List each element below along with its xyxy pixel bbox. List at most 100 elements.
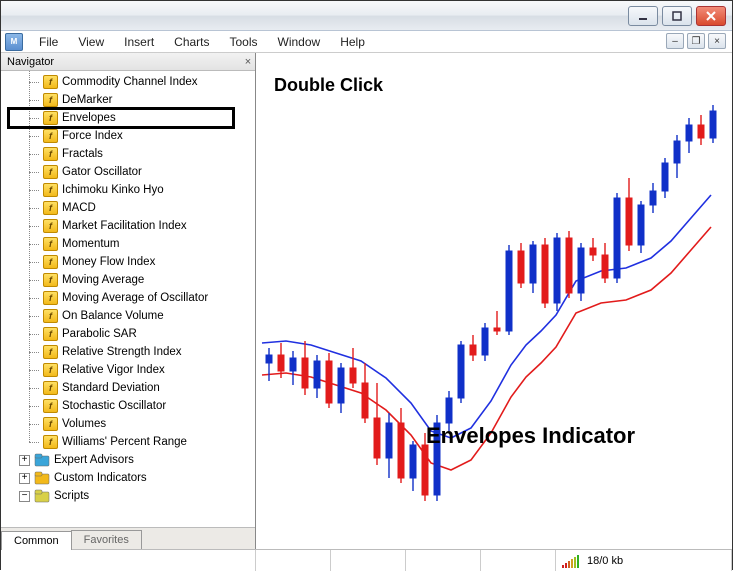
tree-parent-item[interactable]: +Expert Advisors: [1, 451, 255, 469]
tree-parent-item[interactable]: − Scripts: [1, 487, 255, 505]
tree-item[interactable]: f Volumes: [1, 415, 255, 433]
tree-item[interactable]: fCommodity Channel Index: [1, 73, 255, 91]
conn-bar: [577, 555, 579, 568]
tree-item[interactable]: f Force Index: [1, 127, 255, 145]
collapse-icon[interactable]: −: [19, 491, 30, 502]
navigator-close-button[interactable]: ×: [241, 56, 255, 68]
indicator-icon: f: [43, 417, 58, 431]
expand-icon[interactable]: +: [19, 473, 30, 484]
app-icon: M: [5, 33, 23, 51]
candle-body: [506, 251, 512, 331]
window-titlebar: [1, 1, 732, 31]
tree-item-label: Momentum: [62, 238, 120, 250]
mdi-restore-button[interactable]: ❐: [687, 33, 705, 49]
tree-item[interactable]: fMoving Average: [1, 271, 255, 289]
indicator-icon: f: [43, 399, 58, 413]
candle-body: [410, 445, 416, 478]
window-maximize-button[interactable]: [662, 6, 692, 26]
tree-item-label: Envelopes: [62, 112, 116, 124]
tree-item[interactable]: fMACD: [1, 199, 255, 217]
status-kb: 18/0 kb: [587, 555, 623, 567]
tree-item[interactable]: f Relative Strength Index: [1, 343, 255, 361]
tree-item[interactable]: fFractals: [1, 145, 255, 163]
candle-body: [350, 368, 356, 383]
menu-insert[interactable]: Insert: [114, 33, 164, 51]
chart-area[interactable]: Double Click Envelopes Indicator: [256, 53, 732, 549]
candle-body: [518, 251, 524, 283]
status-bar: 18/0 kb: [1, 549, 732, 571]
menu-charts[interactable]: Charts: [164, 33, 219, 51]
indicator-icon: f: [43, 309, 58, 323]
menu-file[interactable]: File: [29, 33, 68, 51]
mdi-restore-icon: ❐: [692, 36, 701, 47]
status-connection: 18/0 kb: [556, 550, 732, 571]
tree-item[interactable]: fMoving Average of Oscillator: [1, 289, 255, 307]
candle-body: [290, 358, 296, 371]
navigator-panel: Navigator × fCommodity Channel IndexfDeM…: [1, 53, 256, 549]
status-cell-2: [256, 550, 331, 571]
indicator-icon: f: [43, 111, 58, 125]
tree-item[interactable]: fOn Balance Volume: [1, 307, 255, 325]
tree-item-label: Williams' Percent Range: [62, 436, 187, 448]
candle-body: [458, 345, 464, 398]
candle-body: [326, 361, 332, 403]
tree-item[interactable]: fGator Oscillator: [1, 163, 255, 181]
mdi-buttons: – ❐ ×: [666, 33, 726, 49]
tree-item-label: MACD: [62, 202, 96, 214]
tree-item-label: Relative Strength Index: [62, 346, 182, 358]
tree-item[interactable]: fRelative Vigor Index: [1, 361, 255, 379]
candle-body: [398, 423, 404, 478]
conn-bar: [571, 559, 573, 568]
menu-tools[interactable]: Tools: [220, 33, 268, 51]
tree-item-label: Money Flow Index: [62, 256, 155, 268]
tree-parent-item[interactable]: +Custom Indicators: [1, 469, 255, 487]
tree-item-label: Volumes: [62, 418, 106, 430]
menu-view[interactable]: View: [68, 33, 114, 51]
tree-item[interactable]: fIchimoku Kinko Hyo: [1, 181, 255, 199]
tab-favorites[interactable]: Favorites: [71, 530, 142, 549]
candle-body: [650, 191, 656, 205]
navigator-titlebar: Navigator ×: [1, 53, 255, 71]
expand-icon[interactable]: +: [19, 455, 30, 466]
status-cell-4: [406, 550, 481, 571]
indicator-icon: f: [43, 363, 58, 377]
tree-item-label: DeMarker: [62, 94, 112, 106]
tree-item[interactable]: fParabolic SAR: [1, 325, 255, 343]
candle-body: [638, 205, 644, 245]
conn-bar: [574, 557, 576, 568]
window-close-button[interactable]: [696, 6, 726, 26]
tree-item-label: Stochastic Oscillator: [62, 400, 166, 412]
folder-icon: [34, 489, 50, 503]
tree-item[interactable]: fMarket Facilitation Index: [1, 217, 255, 235]
tree-item[interactable]: f Envelopes: [1, 109, 255, 127]
menu-window[interactable]: Window: [268, 33, 331, 51]
tab-common[interactable]: Common: [1, 531, 72, 550]
window-minimize-button[interactable]: [628, 6, 658, 26]
tree-item[interactable]: f Momentum: [1, 235, 255, 253]
candle-body: [578, 248, 584, 293]
menu-help[interactable]: Help: [330, 33, 375, 51]
candle-body: [686, 125, 692, 141]
candle-body: [470, 345, 476, 355]
tree-item-label: Fractals: [62, 148, 103, 160]
mdi-close-button[interactable]: ×: [708, 33, 726, 49]
navigator-tree[interactable]: fCommodity Channel IndexfDeMarkerfEnvelo…: [1, 71, 255, 527]
tree-item[interactable]: fWilliams' Percent Range: [1, 433, 255, 451]
indicator-icon: f: [43, 237, 58, 251]
candle-body: [494, 328, 500, 331]
indicator-icon: f: [43, 129, 58, 143]
mdi-minimize-button[interactable]: –: [666, 33, 684, 49]
indicator-icon: f: [43, 345, 58, 359]
connection-bars-icon: [562, 554, 579, 568]
candle-body: [302, 358, 308, 388]
candle-body: [710, 111, 716, 138]
tree-parent-label: Scripts: [54, 490, 89, 502]
tree-item[interactable]: fMoney Flow Index: [1, 253, 255, 271]
menu-bar: M File View Insert Charts Tools Window H…: [1, 31, 732, 53]
tree-item[interactable]: fStandard Deviation: [1, 379, 255, 397]
candle-body: [278, 355, 284, 371]
indicator-icon: f: [43, 75, 58, 89]
tree-item[interactable]: fDeMarker: [1, 91, 255, 109]
tree-item-label: Force Index: [62, 130, 123, 142]
tree-item[interactable]: f Stochastic Oscillator: [1, 397, 255, 415]
